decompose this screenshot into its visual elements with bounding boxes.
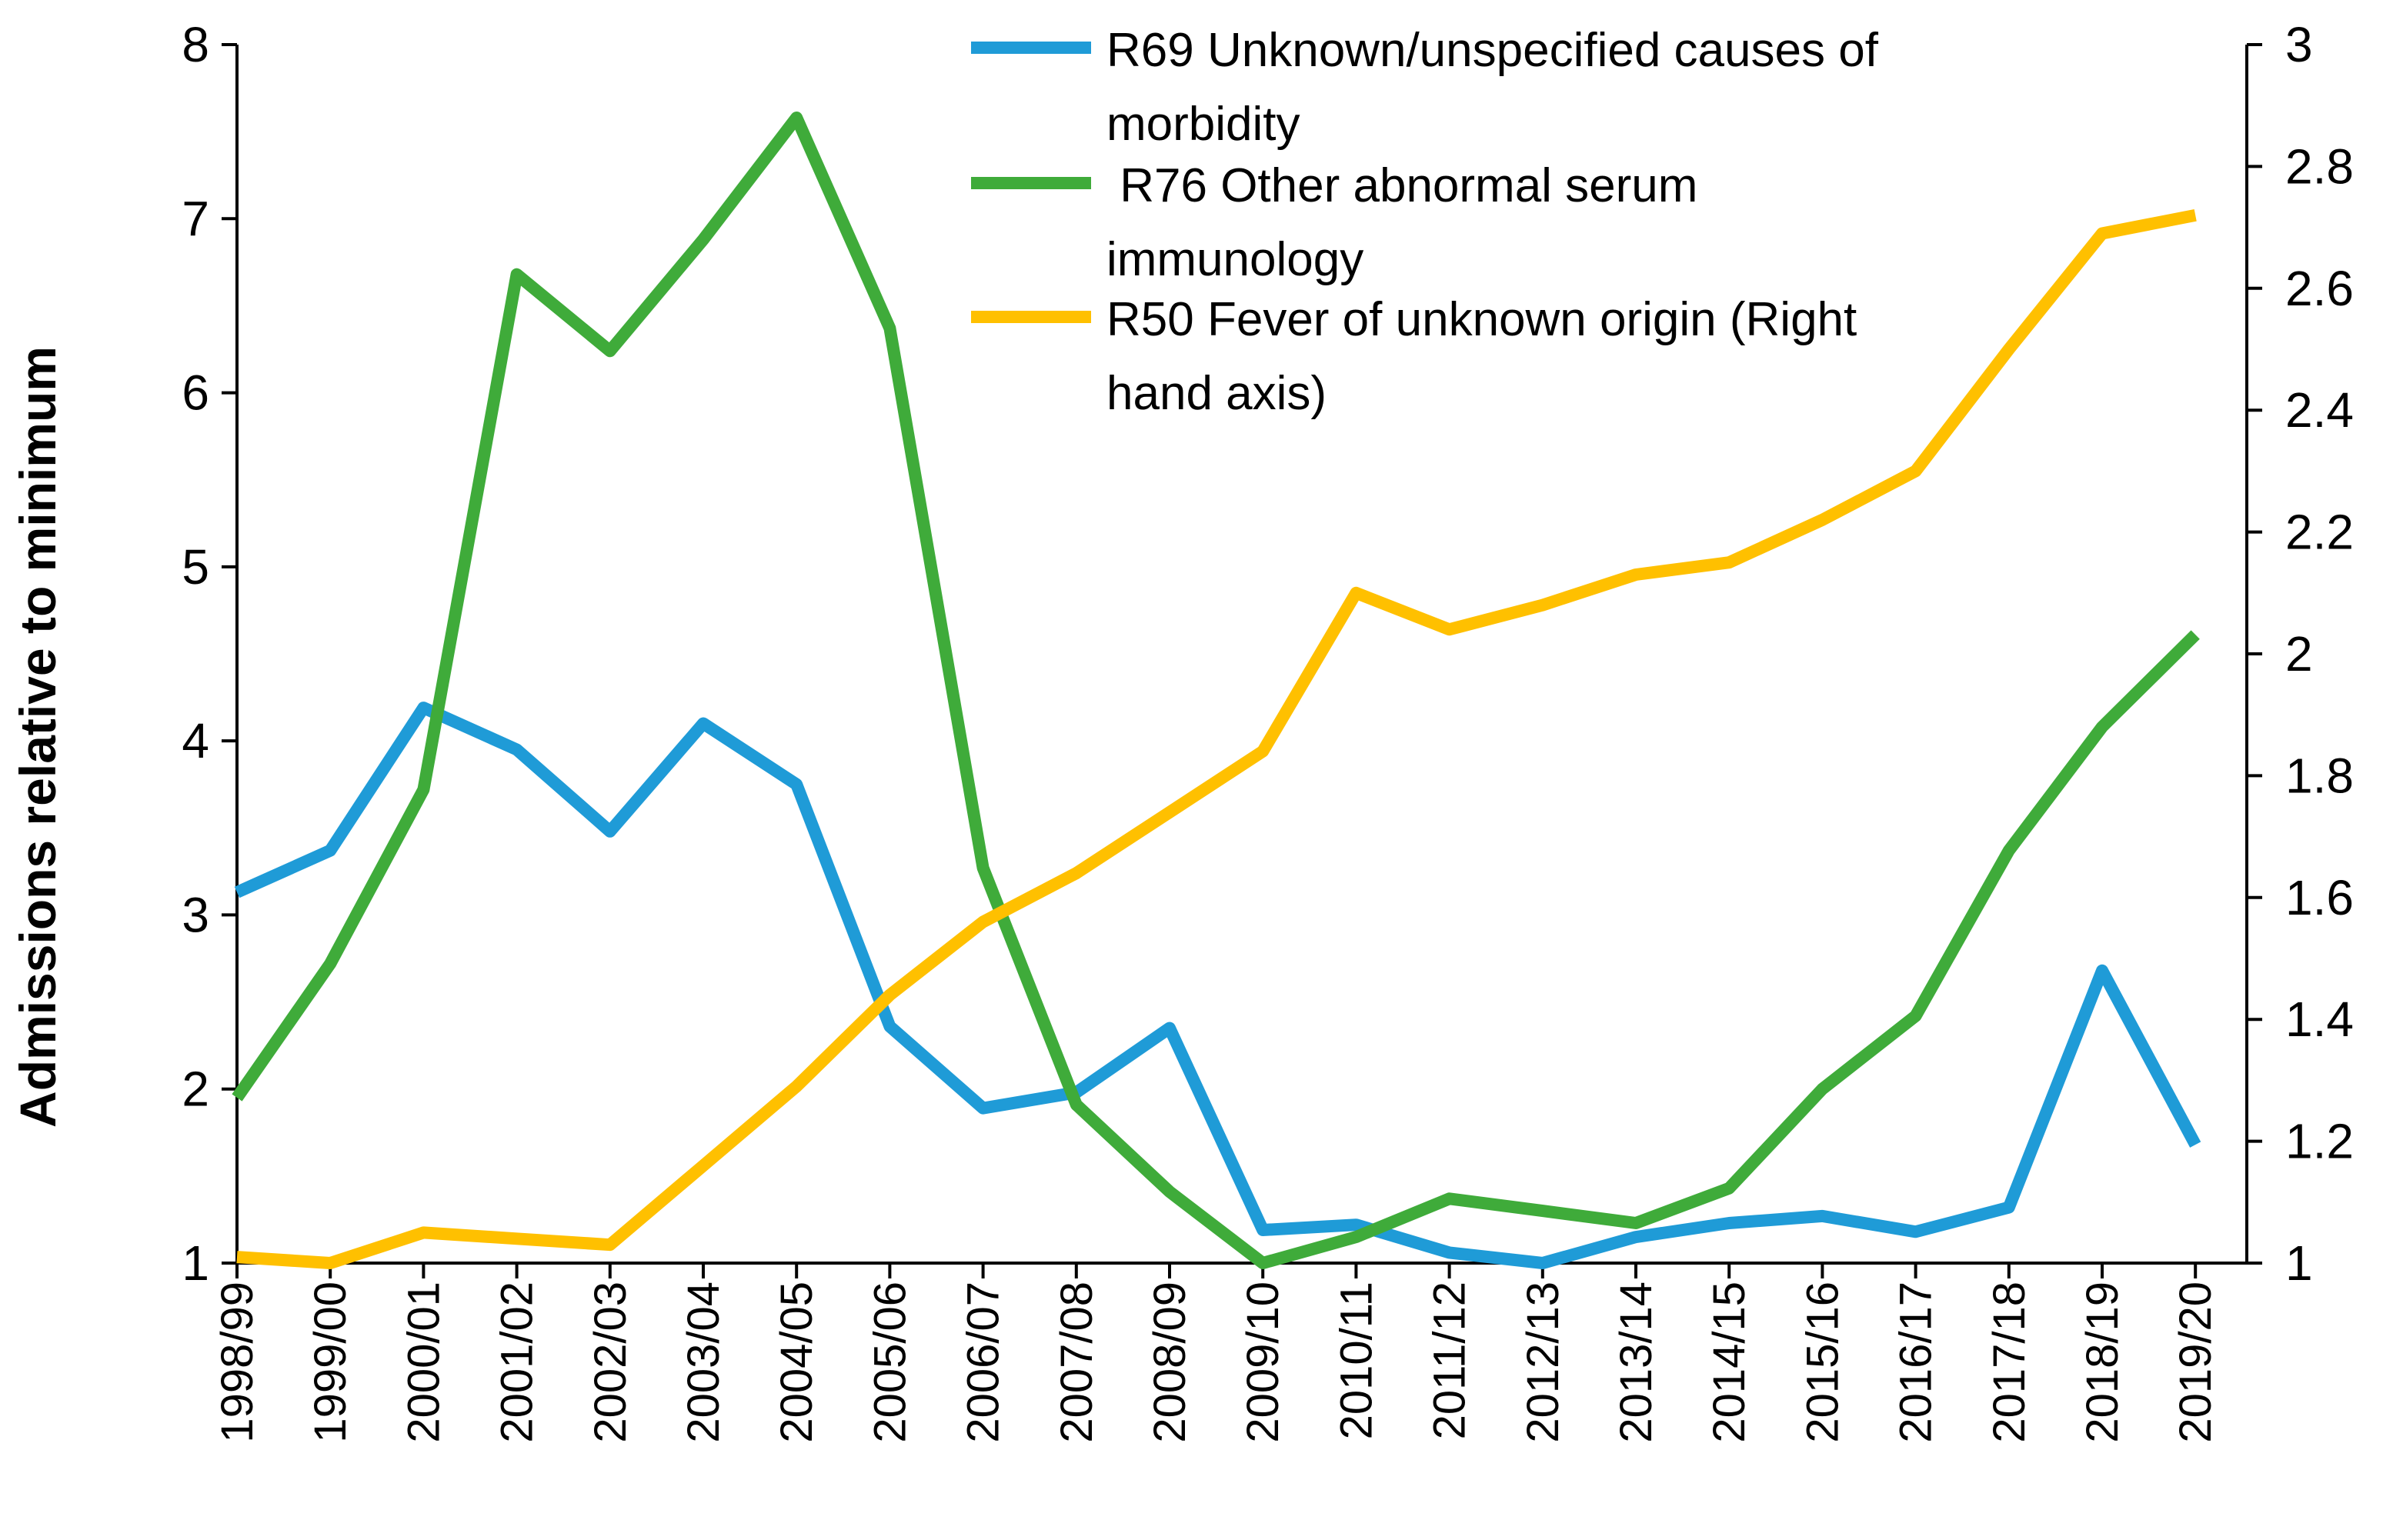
x-tick-label: 2011/12 [1425,1282,1475,1439]
y2-tick-label: 1.8 [2285,748,2354,803]
x-tick-label: 2018/19 [2078,1282,2128,1443]
legend-label: R69 Unknown/unspecified causes of [1106,24,1879,77]
x-tick-label: 2007/08 [1052,1282,1102,1443]
x-tick-label: 2012/13 [1518,1282,1568,1443]
legend-label: immunology [1106,233,1363,286]
y-tick-label: 8 [182,17,209,72]
x-tick-label: 2015/16 [1797,1282,1847,1443]
y-tick-label: 6 [182,365,209,421]
x-tick-label: 2004/05 [772,1282,822,1443]
x-tick-label: 2013/14 [1611,1282,1661,1443]
y-axis-label: Admissions relative to minimum [9,346,66,1128]
y-tick-label: 4 [182,713,209,768]
y2-tick-label: 1.2 [2285,1114,2354,1169]
legend-label: R50 Fever of unknown origin (Right [1106,293,1857,346]
series-layer [232,112,2201,1269]
y2-tick-label: 1.6 [2285,870,2354,925]
series-line-1 [234,702,2201,1269]
x-tick-label: 2000/01 [399,1282,449,1443]
legend: R69 Unknown/unspecified causes of morbidi… [971,24,1879,420]
y2-tick-label: 2.2 [2285,505,2354,560]
x-tick-label: 2008/09 [1145,1282,1195,1443]
x-tick-label: 2002/03 [586,1282,636,1443]
y2-tick-label: 2 [2285,626,2313,682]
legend-label: R76 Other abnormal serum [1106,159,1697,212]
y-tick-label: 1 [182,1235,209,1291]
series-line-3 [236,208,2197,1269]
x-tick-label: 2016/17 [1891,1282,1941,1443]
y-tick-label: 5 [182,539,209,595]
x-tick-label: 2010/11 [1331,1282,1381,1439]
x-tick-label: 1999/00 [305,1282,355,1443]
y-tick-label: 7 [182,191,209,246]
y2-tick-label: 2.4 [2285,382,2354,438]
x-tick-label: 2005/06 [865,1282,915,1443]
legend-label: hand axis) [1106,367,1327,420]
x-tick-label: 2019/20 [2171,1282,2221,1443]
legend-label: morbidity [1106,98,1300,151]
y2-tick-label: 3 [2285,17,2313,72]
y-tick-label: 2 [182,1062,209,1117]
x-tick-label: 2001/02 [492,1282,542,1443]
x-tick-label: 1998/99 [212,1282,262,1443]
y-tick-label: 3 [182,887,209,942]
series-line-2 [232,112,2200,1269]
x-tick-label: 2014/15 [1704,1282,1754,1443]
y2-tick-label: 2.6 [2285,261,2354,316]
y2-tick-label: 2.8 [2285,138,2354,194]
x-tick-label: 2003/04 [679,1282,729,1443]
axes: 1 2 3 4 5 6 7 8 1 1.2 1.4 1.6 1.8 2 2.2 2.4 2.6 2.8 3 1998/… [182,17,2354,1443]
x-tick-label: 2017/18 [1984,1282,2034,1443]
y2-tick-label: 1 [2285,1235,2313,1291]
x-tick-label: 2009/10 [1238,1282,1288,1443]
y2-tick-label: 1.4 [2285,992,2354,1047]
x-tick-label: 2006/07 [959,1282,1009,1443]
